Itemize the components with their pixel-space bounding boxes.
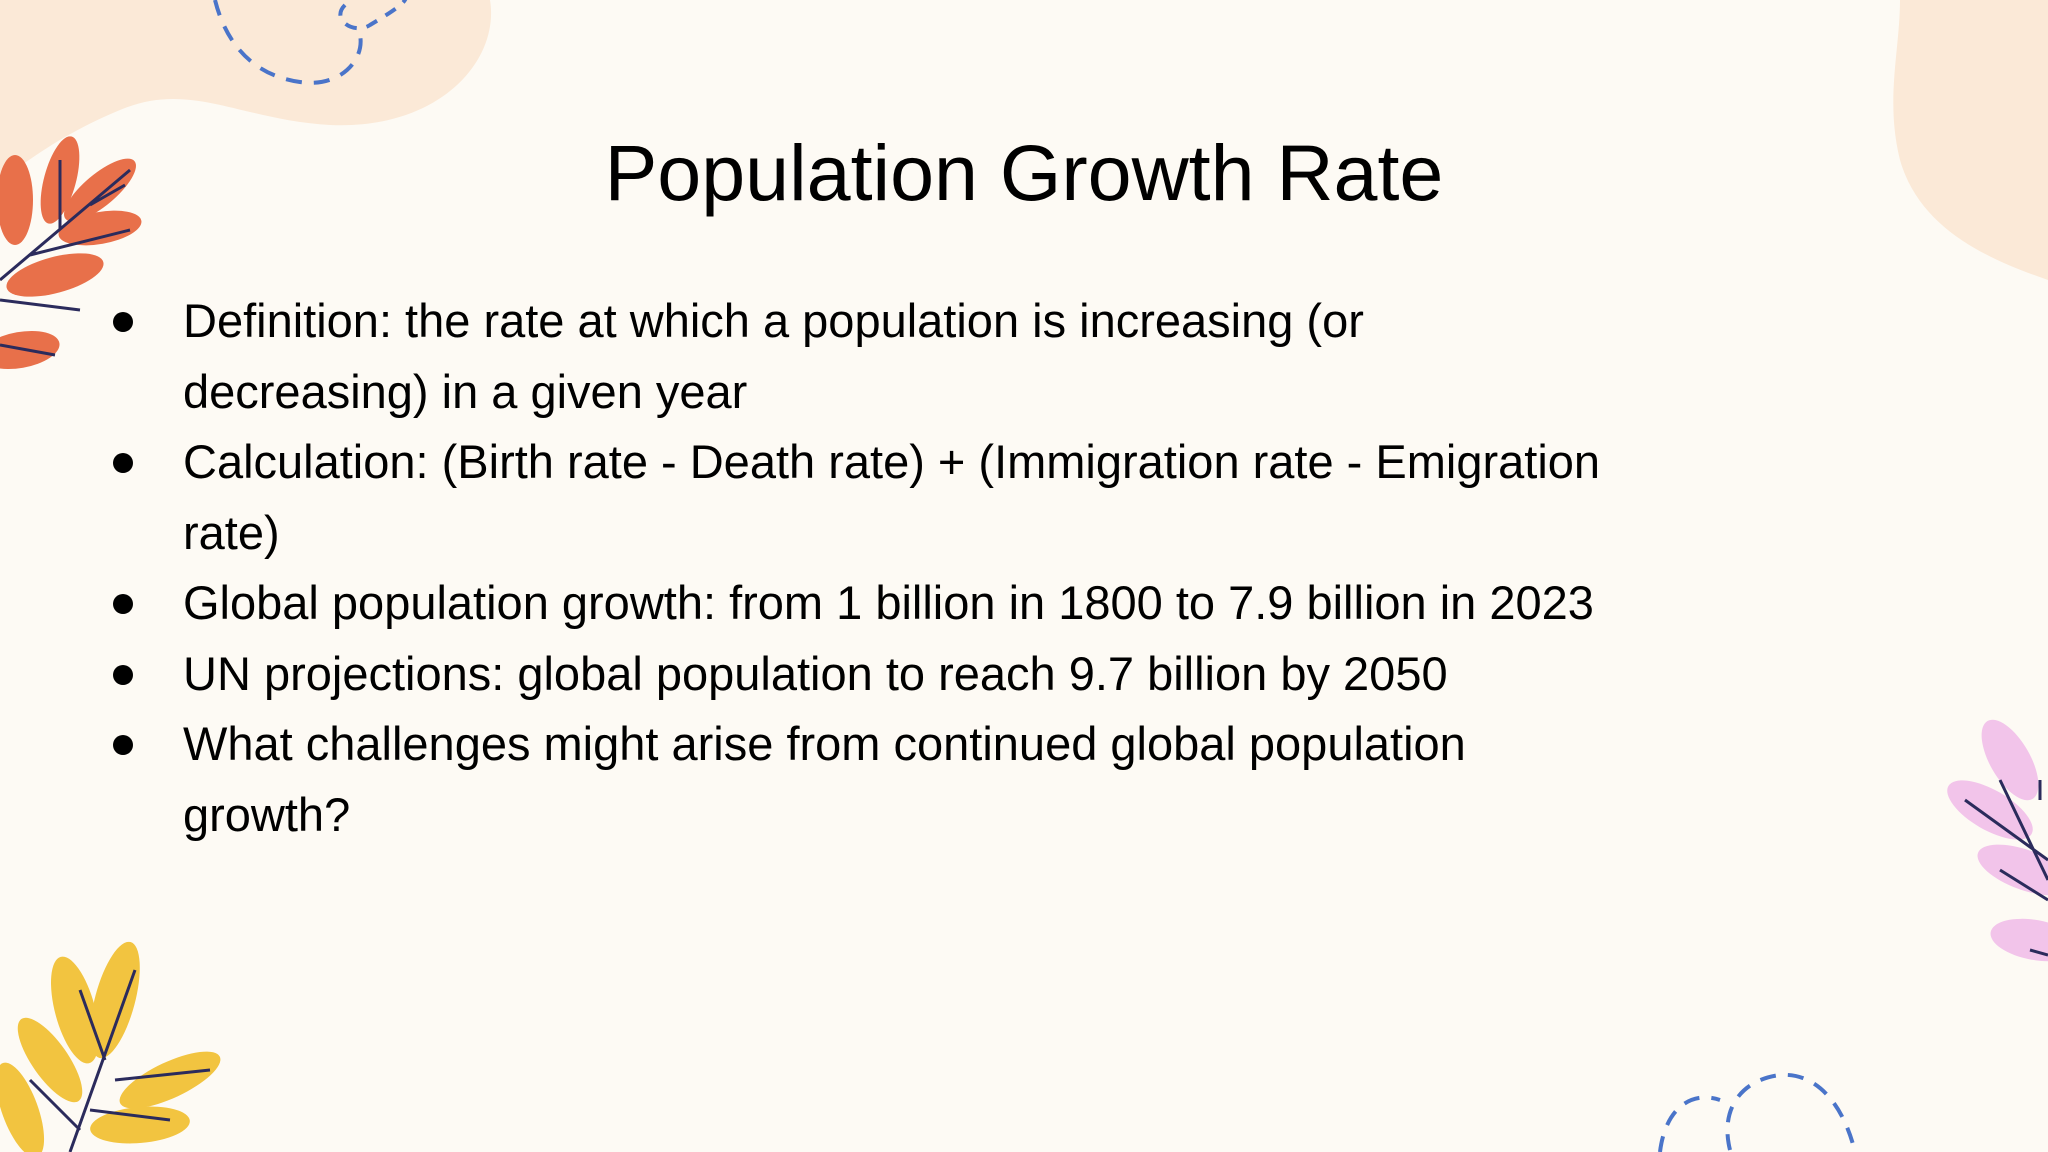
bullet-list: Definition: the rate at which a populati… (113, 286, 1603, 850)
slide-title: Population Growth Rate (604, 128, 1444, 217)
bullet-item: Calculation: (Birth rate - Death rate) +… (113, 427, 1603, 568)
bullet-item: Definition: the rate at which a populati… (113, 286, 1603, 427)
bullet-item: Global population growth: from 1 billion… (113, 568, 1603, 639)
bullet-item: UN projections: global population to rea… (113, 639, 1603, 710)
bullet-item: What challenges might arise from continu… (113, 709, 1603, 850)
